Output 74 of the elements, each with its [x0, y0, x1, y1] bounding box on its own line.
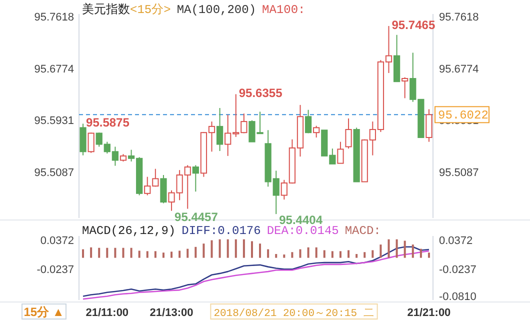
bar — [388, 239, 390, 258]
bar — [146, 251, 148, 258]
bar — [178, 250, 181, 258]
bar — [412, 244, 414, 258]
bar — [82, 249, 84, 258]
bar — [372, 250, 374, 258]
bar — [122, 248, 124, 258]
bar — [259, 244, 262, 258]
bar — [106, 248, 108, 258]
bar — [98, 248, 100, 258]
ref-line-label: 95.6022 — [438, 108, 488, 123]
annotation: MA(100,200) — [176, 3, 256, 17]
bar — [339, 251, 342, 258]
bar — [234, 239, 237, 258]
y-tick-label: 95.7618 — [34, 12, 74, 24]
bar — [210, 240, 213, 258]
bar — [428, 252, 430, 258]
chart-title: MACD(26,12,9) — [82, 224, 176, 238]
annotation: 95.6355 — [238, 86, 283, 100]
bar — [291, 252, 294, 258]
bar — [130, 248, 132, 258]
annotation: 95.4457 — [174, 210, 218, 224]
bar — [283, 254, 286, 258]
x-tick-label: 21/13:00 — [150, 307, 194, 319]
note-box: 15分 ▲ — [22, 304, 66, 320]
bar — [315, 247, 318, 258]
bar — [226, 239, 229, 258]
bar — [202, 244, 205, 258]
bar — [404, 240, 406, 258]
bar — [331, 251, 334, 258]
note-box: 2018/08/21 20:00～20:15 二 — [210, 304, 378, 320]
annotation: MA100: — [262, 3, 306, 17]
y2-tick-label: 95.6774 — [439, 63, 479, 76]
annotation: 95.5875 — [86, 116, 130, 130]
y-tick-label: 95.5087 — [34, 167, 74, 180]
bar — [114, 248, 116, 258]
y2-tick-label: -0.0810 — [439, 291, 476, 304]
ref-label: 95.6022 — [434, 106, 490, 124]
bar — [218, 239, 221, 258]
bar — [380, 244, 382, 258]
bar — [162, 252, 164, 258]
bar — [267, 249, 270, 258]
y-tick-label: 0.0372 — [40, 235, 74, 248]
bar — [186, 248, 189, 258]
x-tick-label: 21/21:00 — [407, 307, 451, 319]
x-tick-label: 21/11:00 — [86, 307, 129, 319]
y-tick-label: -0.0237 — [36, 264, 74, 276]
chart-title: 美元指数 — [82, 2, 130, 17]
annotation: 95.7465 — [392, 18, 436, 32]
bar — [90, 247, 92, 258]
bar — [250, 241, 253, 258]
bar — [356, 254, 358, 258]
bar — [323, 250, 326, 258]
bar — [154, 251, 156, 258]
bar — [275, 254, 278, 258]
y-tick-label: 95.5931 — [34, 115, 74, 128]
y2-tick-label: 95.5087 — [439, 167, 479, 180]
bar — [170, 252, 173, 258]
y-tick-label: 95.6774 — [34, 63, 74, 76]
y2-tick-label: 95.7618 — [439, 12, 479, 24]
bar — [138, 250, 140, 258]
bar — [420, 248, 422, 258]
text: DIFF:0.0176 — [182, 224, 261, 238]
y2-tick-label: 0.0372 — [439, 235, 473, 248]
bar — [364, 252, 366, 258]
chart-subtitle: <15分> — [130, 3, 171, 17]
bar — [307, 247, 310, 258]
bar — [194, 246, 197, 258]
bar — [299, 249, 302, 258]
series-label: MACD: — [344, 224, 381, 238]
bar — [396, 239, 398, 258]
bar — [242, 239, 245, 258]
y2-tick-label: -0.0237 — [439, 264, 476, 276]
bar — [348, 250, 350, 258]
